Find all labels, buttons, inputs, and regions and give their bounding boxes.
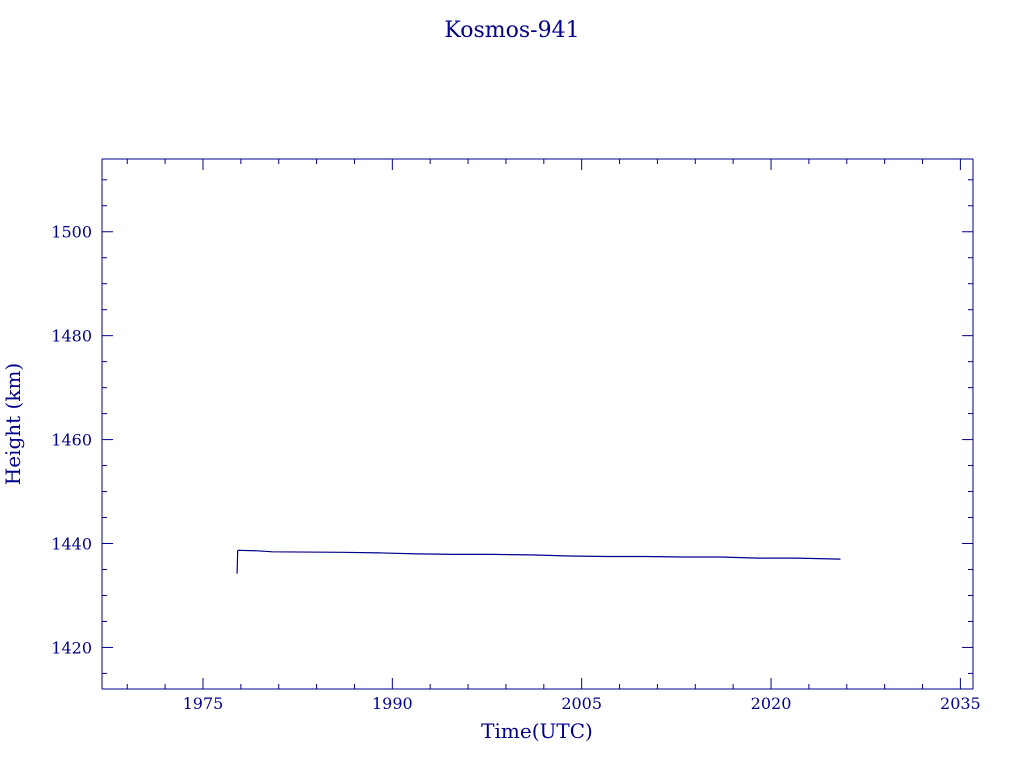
y-tick-label: 1460 (51, 431, 92, 450)
y-tick-label: 1500 (51, 223, 92, 242)
x-tick-label: 1990 (372, 694, 413, 713)
series-group (236, 549, 841, 574)
y-tick-label: 1420 (51, 638, 92, 657)
chart-title: Kosmos-941 (444, 18, 579, 43)
x-tick-label: 2005 (561, 694, 602, 713)
y-axis-label: Height (km) (1, 363, 25, 485)
axis-ticks: 1975 1990 2005 2020 2035 1420 1440 1460 1480 1500 (51, 159, 981, 713)
x-tick-label: 1975 (183, 694, 224, 713)
x-tick-label: 2020 (751, 694, 792, 713)
x-axis-label: Time(UTC) (481, 719, 593, 743)
y-tick-label: 1440 (51, 535, 92, 554)
y-tick-label: 1480 (51, 327, 92, 346)
series-line-0 (236, 549, 841, 574)
plot-frame (101, 158, 974, 690)
x-tick-label: 2035 (940, 694, 981, 713)
